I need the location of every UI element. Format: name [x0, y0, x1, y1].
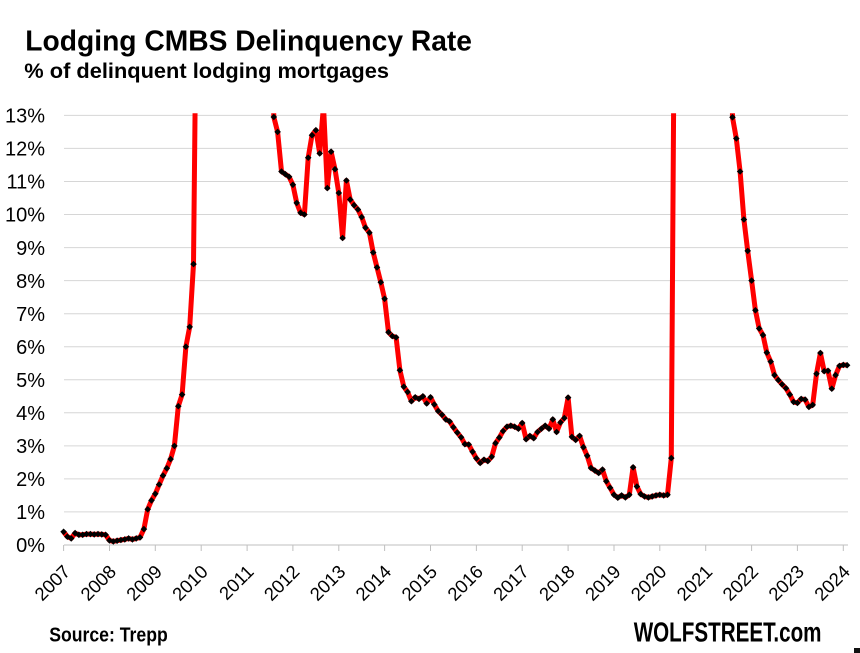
svg-text:11%: 11% [6, 172, 45, 194]
svg-text:7%: 7% [16, 304, 45, 326]
svg-text:2024: 2024 [810, 561, 854, 605]
svg-text:2017: 2017 [489, 561, 533, 605]
svg-text:1%: 1% [16, 502, 45, 524]
svg-text:2008: 2008 [76, 561, 120, 605]
svg-text:Lodging CMBS Delinquency Rate: Lodging CMBS Delinquency Rate [25, 26, 472, 58]
svg-text:2016: 2016 [443, 561, 487, 605]
svg-text:6%: 6% [16, 337, 45, 359]
svg-text:2012: 2012 [260, 561, 304, 605]
svg-text:3%: 3% [16, 436, 45, 458]
svg-text:0%: 0% [16, 535, 45, 557]
svg-text:10%: 10% [5, 205, 45, 227]
svg-text:5%: 5% [16, 370, 45, 392]
svg-text:2019: 2019 [581, 561, 625, 605]
svg-text:2020: 2020 [626, 561, 670, 605]
svg-text:2021: 2021 [672, 561, 716, 605]
svg-text:WOLFSTREET.com: WOLFSTREET.com [634, 617, 822, 648]
svg-text:2011: 2011 [215, 561, 258, 604]
svg-text:2007: 2007 [30, 561, 74, 605]
svg-text:2018: 2018 [535, 561, 579, 605]
svg-text:2010: 2010 [168, 561, 212, 605]
svg-text:2009: 2009 [122, 561, 166, 605]
svg-text:4%: 4% [16, 403, 45, 425]
svg-text:2023: 2023 [764, 561, 808, 605]
svg-text:12%: 12% [5, 139, 45, 161]
svg-text:Source: Trepp: Source: Trepp [49, 624, 168, 646]
svg-text:2014: 2014 [351, 561, 395, 605]
svg-text:2015: 2015 [397, 561, 441, 605]
svg-text:2013: 2013 [305, 561, 349, 605]
svg-text:% of delinquent lodging mortga: % of delinquent lodging mortgages [24, 59, 389, 83]
svg-text:13%: 13% [5, 106, 45, 128]
svg-text:9%: 9% [16, 238, 45, 260]
svg-text:2022: 2022 [718, 561, 762, 605]
svg-text:2%: 2% [16, 469, 45, 491]
svg-text:8%: 8% [16, 271, 45, 293]
